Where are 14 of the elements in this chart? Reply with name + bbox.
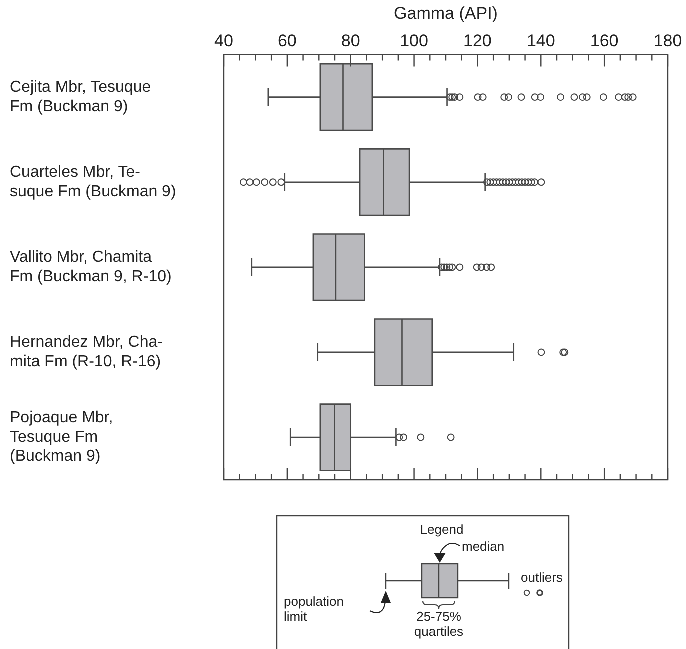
y-tick-label: Vallito Mbr, Chamita Fm (Buckman 9, R-10) bbox=[10, 249, 172, 286]
y-tick-label: Cejita Mbr, Tesuque Fm (Buckman 9) bbox=[10, 79, 152, 116]
x-tick-label: 140 bbox=[526, 31, 556, 50]
x-tick-label: 180 bbox=[654, 31, 682, 50]
x-tick-label: 160 bbox=[590, 31, 619, 50]
x-tick-label: 120 bbox=[464, 31, 492, 50]
x-tick-label: 60 bbox=[278, 31, 297, 50]
x-tick-label: 100 bbox=[400, 31, 428, 50]
y-tick-label: Pojoaque Mbr, Tesuque Fm (Buckman 9) bbox=[10, 410, 114, 466]
x-axis-title: Gamma (API) bbox=[394, 4, 498, 23]
y-tick-label: Cuarteles Mbr, Te- suque Fm (Buckman 9) bbox=[10, 164, 176, 200]
y-tick-label: Hernandez Mbr, Cha- mita Fm (R-10, R-16) bbox=[10, 334, 163, 370]
x-tick-label: 80 bbox=[341, 31, 360, 50]
x-tick-label: 40 bbox=[214, 31, 234, 50]
